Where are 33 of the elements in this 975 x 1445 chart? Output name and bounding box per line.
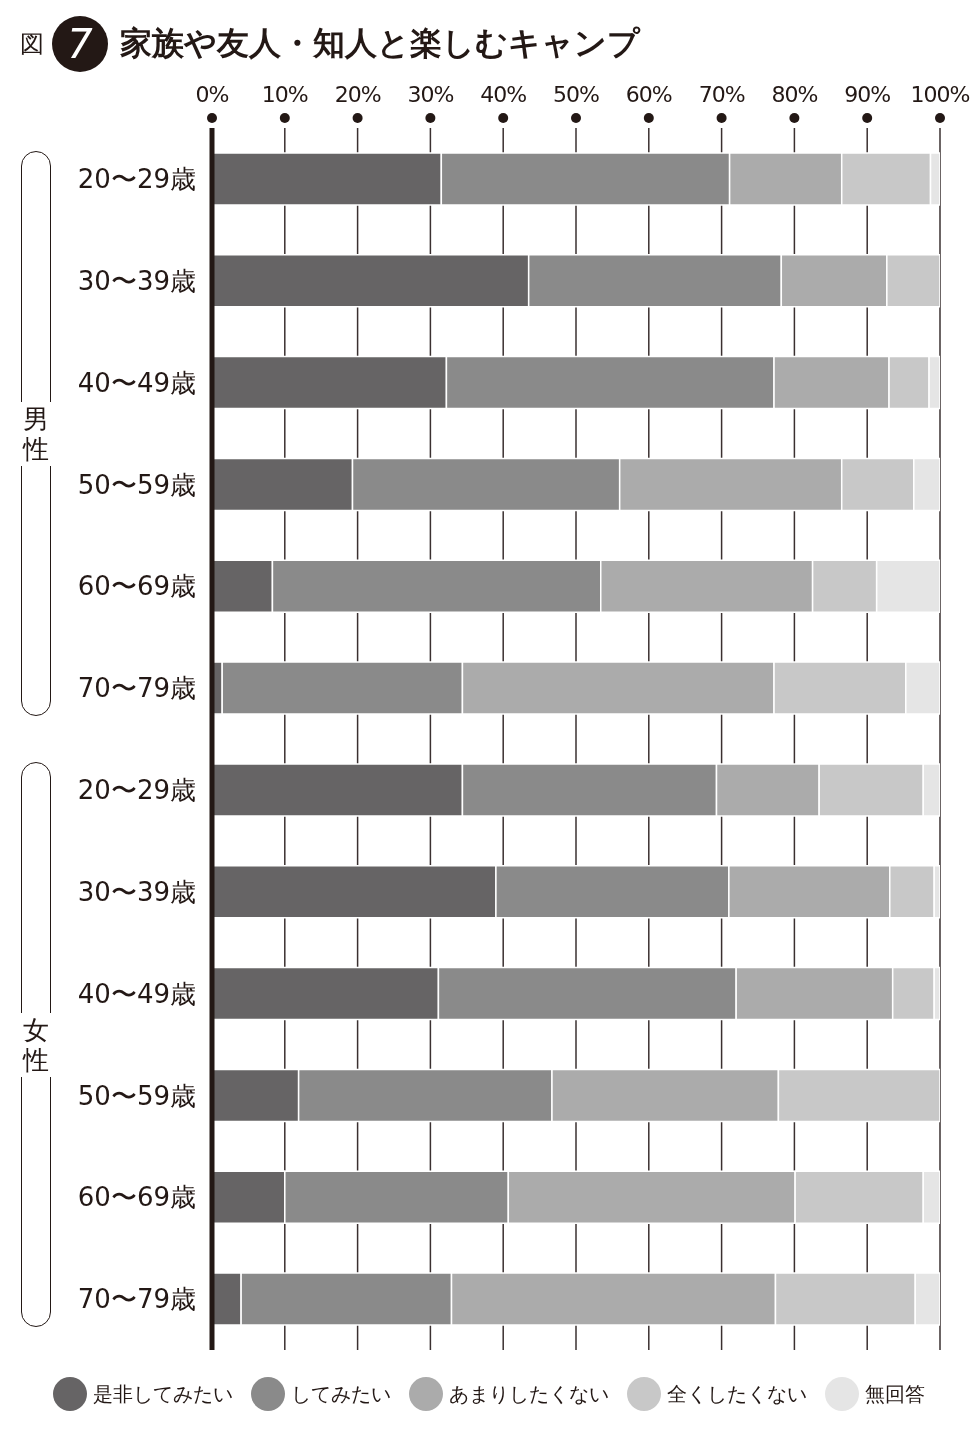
x-tick-label: 90% <box>844 82 891 107</box>
legend-label: あまりしたくない <box>449 1381 609 1407</box>
legend-label: してみたい <box>291 1381 391 1407</box>
y-tick-label: 50〜59歳 <box>77 1080 196 1111</box>
x-tick-label: 0% <box>195 82 229 107</box>
y-tick-label: 60〜69歳 <box>77 1182 196 1213</box>
y-tick-label: 70〜79歳 <box>77 1284 196 1315</box>
x-tick-label: 30% <box>407 82 454 107</box>
legend-label: 是非してみたい <box>93 1381 233 1407</box>
y-tick-label: 40〜49歳 <box>77 978 196 1009</box>
y-tick-label: 40〜49歳 <box>77 367 196 398</box>
y-tick-label: 60〜69歳 <box>77 571 196 602</box>
y-tick-label: 50〜59歳 <box>77 469 196 500</box>
y-tick-label: 30〜39歳 <box>77 265 196 296</box>
legend-label: 無回答 <box>865 1381 925 1407</box>
y-tick-label: 20〜29歳 <box>77 775 196 806</box>
y-tick-label: 30〜39歳 <box>77 876 196 907</box>
x-tick-label: 10% <box>261 82 308 107</box>
text: 図 <box>20 29 44 60</box>
y-tick-label: 70〜79歳 <box>77 673 196 704</box>
chart-title: 家族や友人・知人と楽しむキャンプ <box>120 23 640 64</box>
x-tick-label: 80% <box>771 82 818 107</box>
y-tick-label: 20〜29歳 <box>77 164 196 195</box>
x-tick-label: 70% <box>698 82 745 107</box>
text: 男性 <box>23 403 49 464</box>
x-tick-label: 20% <box>334 82 381 107</box>
legend-label: 全くしたくない <box>667 1381 807 1407</box>
x-tick-label: 100% <box>910 82 970 107</box>
x-tick-label: 40% <box>480 82 527 107</box>
text: 7 <box>52 16 108 72</box>
text: 女性 <box>23 1014 49 1075</box>
x-tick-label: 50% <box>553 82 600 107</box>
x-tick-label: 60% <box>625 82 672 107</box>
